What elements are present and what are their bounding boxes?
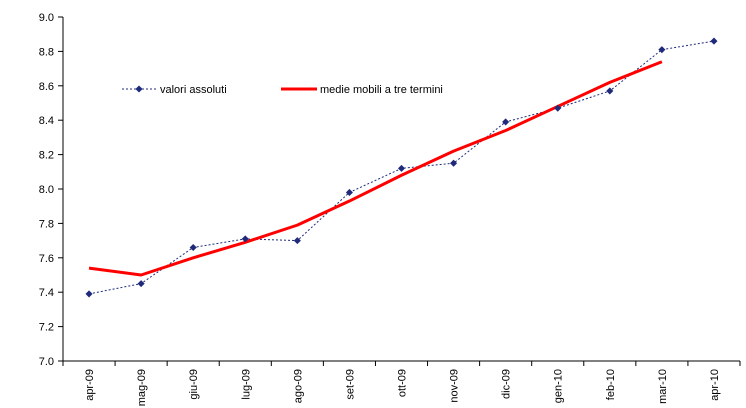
y-tick-label: 7.4: [39, 287, 54, 299]
series-line-medie: [88, 60, 663, 277]
x-ticks: apr-09 mag-09 giu-09 lug-09 ago-09 set-09 ott-…: [62, 361, 741, 406]
x-tick-label: feb-10: [605, 369, 617, 400]
x-tick-label: ott-09: [397, 369, 409, 397]
data-point-valori: [397, 164, 406, 172]
legend-label-valori: valori assoluti: [160, 84, 227, 96]
y-tick-label: 9.0: [39, 12, 54, 24]
y-ticks: 7.0 7.2 7.4 7.6 7.8 8.0 8.2 8.4 8.6 8.8 9.0: [39, 12, 63, 368]
data-point-valori: [606, 87, 614, 95]
x-tick-label: set-09: [344, 369, 356, 400]
data-point-valori: [554, 104, 562, 112]
x-tick-label: dic-09: [501, 369, 513, 399]
data-point-valori: [450, 159, 458, 167]
y-tick-label: 7.8: [39, 218, 54, 230]
data-point-valori: [658, 46, 666, 54]
data-point-valori: [710, 37, 718, 45]
data-point-valori: [189, 243, 197, 252]
x-tick-label: apr-10: [709, 369, 721, 401]
x-tick-label: nov-09: [449, 369, 461, 403]
data-point-valori: [85, 290, 93, 298]
data-point-valori: [293, 237, 301, 245]
x-tick-label: lug-09: [240, 369, 252, 400]
x-tick-label: ago-09: [292, 369, 304, 403]
legend-marker-valori: [135, 85, 143, 93]
y-tick-label: 7.2: [39, 322, 54, 334]
data-point-valori: [345, 188, 353, 196]
y-tick-label: 8.0: [39, 184, 54, 196]
legend: valori assoluti medie mobili a tre termi…: [122, 84, 443, 96]
data-point-valori: [241, 235, 249, 243]
y-tick-label: 7.0: [39, 356, 54, 368]
y-tick-label: 8.8: [39, 46, 54, 58]
legend-label-medie: medie mobili a tre termini: [320, 84, 443, 96]
x-tick-label: mag-09: [136, 369, 148, 406]
series-layer: [85, 37, 718, 298]
data-point-valori: [137, 280, 145, 288]
y-tick-label: 8.4: [39, 115, 54, 127]
y-tick-label: 8.2: [39, 150, 54, 162]
x-tick-label: apr-09: [84, 369, 96, 401]
x-tick-label: giu-09: [188, 369, 200, 400]
y-tick-label: 8.6: [39, 81, 54, 93]
x-tick-label: mar-10: [657, 369, 669, 404]
data-point-valori: [502, 118, 510, 126]
y-tick-label: 7.6: [39, 253, 54, 265]
x-tick-label: gen-10: [553, 369, 565, 403]
